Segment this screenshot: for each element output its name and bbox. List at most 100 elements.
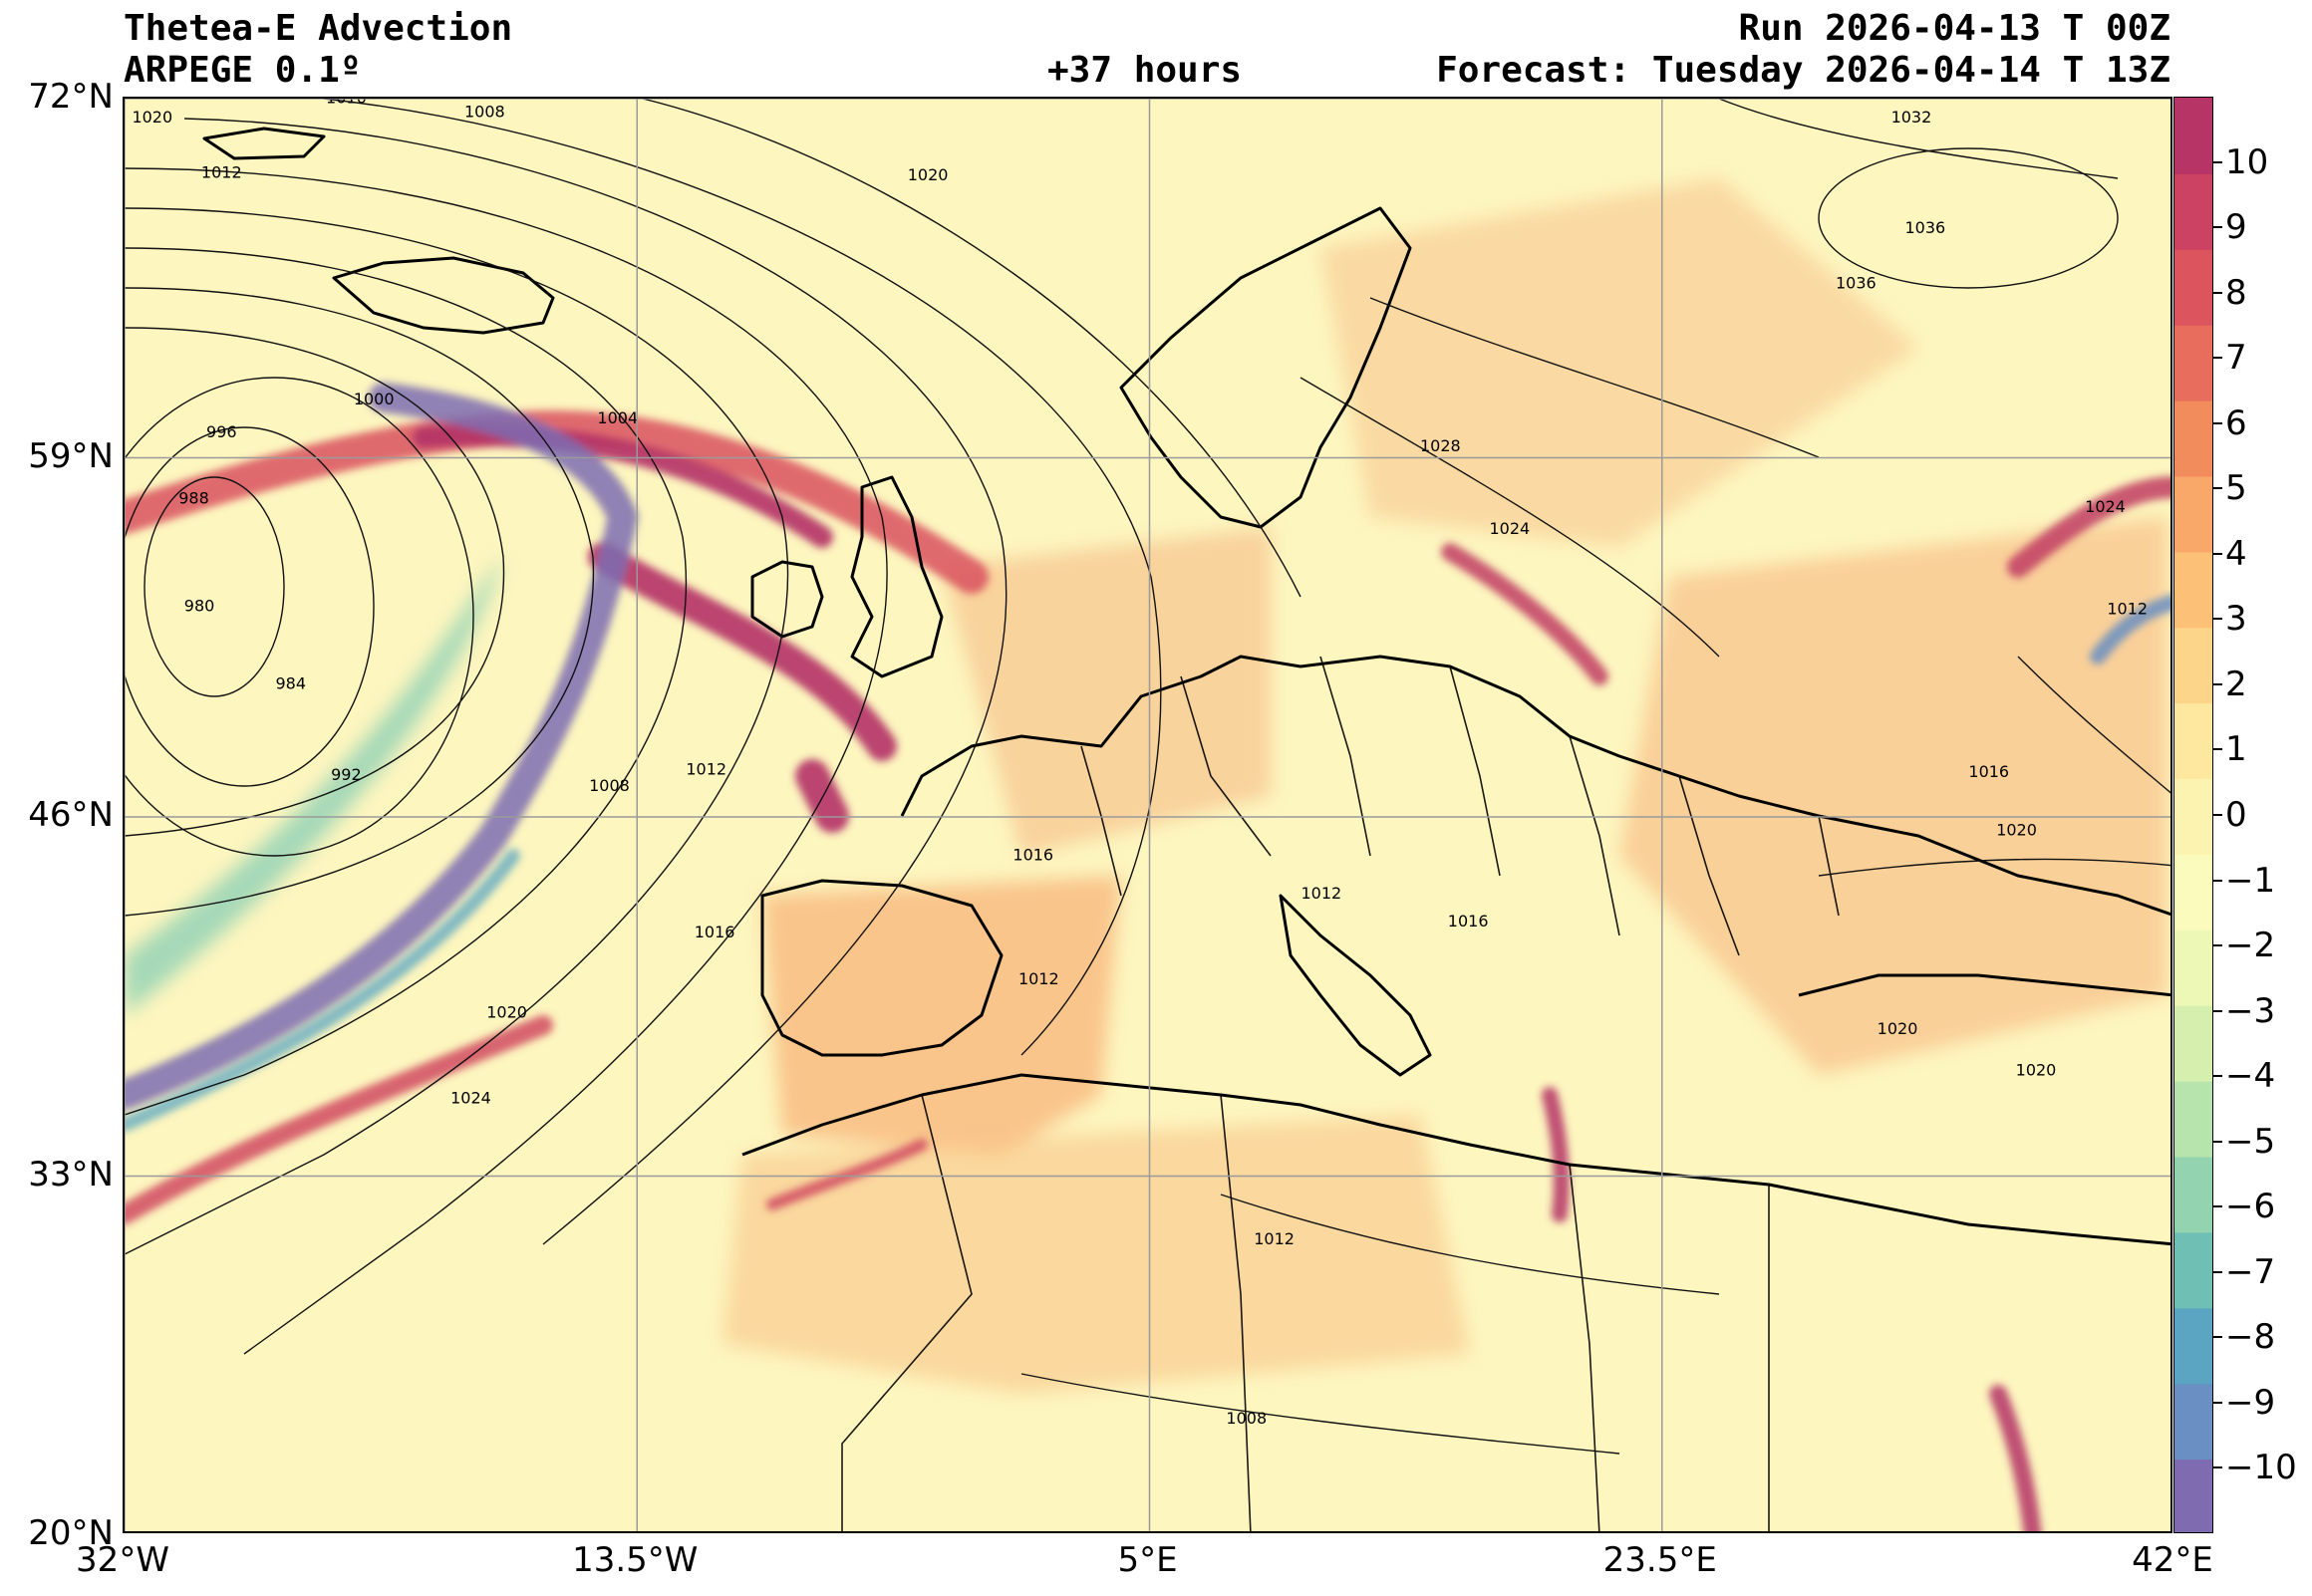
cold-jet-edge bbox=[125, 849, 520, 1132]
isobar-1020-east bbox=[1818, 858, 2170, 877]
isobar-label: 1016 bbox=[695, 923, 735, 941]
colorbar-tick bbox=[2213, 618, 2222, 621]
warm-band-france bbox=[942, 527, 1271, 856]
lon-tick-label: 13.5°W bbox=[572, 1540, 699, 1580]
warm-jet-core bbox=[413, 424, 833, 548]
isobar-1000 bbox=[125, 247, 688, 1116]
colorbar-tick bbox=[2213, 1466, 2222, 1469]
isobar-label: 1012 bbox=[1018, 969, 1059, 988]
lat-tick-label: 59°N bbox=[28, 435, 114, 476]
isobar-1008 bbox=[125, 167, 888, 1355]
lead-time: +37 hours bbox=[1047, 50, 1243, 91]
warm-band-iberia bbox=[762, 876, 1121, 1155]
colorbar-segment bbox=[2174, 1459, 2212, 1532]
colorbar-tick-label: 2 bbox=[2225, 664, 2247, 704]
isobar-980 bbox=[144, 476, 285, 697]
run-time: Run 2026-04-13 T 00Z bbox=[1738, 8, 2170, 49]
colorbar-tick bbox=[2213, 291, 2222, 294]
isobar-label: 1020 bbox=[1878, 1019, 1918, 1038]
graticule bbox=[125, 99, 2170, 1531]
isobar-label: 1020 bbox=[908, 165, 949, 184]
map-panel[interactable]: 1020 1016 1008 1012 1020 1032 1036 1036 1000 996 1… bbox=[123, 97, 2172, 1533]
isobar-label: 1024 bbox=[450, 1088, 491, 1107]
colorbar-tick bbox=[2213, 1401, 2222, 1404]
cold-streak-caspian bbox=[2090, 594, 2170, 665]
colorbar-segment bbox=[2174, 248, 2212, 326]
isobar-label: 996 bbox=[206, 422, 237, 441]
coast-scandinavia bbox=[1119, 206, 1412, 529]
isobar-label: 984 bbox=[276, 673, 307, 692]
isobar-label: 992 bbox=[331, 765, 362, 784]
isobar-1024 bbox=[1300, 377, 1720, 658]
colorbar-tick-label: 6 bbox=[2225, 402, 2247, 443]
colorbar-tick-label: 3 bbox=[2225, 599, 2247, 640]
isobar-label: 1004 bbox=[597, 408, 638, 427]
colorbar-segment bbox=[2174, 1156, 2212, 1233]
isobar-988 bbox=[125, 377, 474, 857]
colorbar-tick bbox=[2213, 552, 2222, 555]
isobar-label: 1008 bbox=[589, 776, 630, 795]
isobar-label: 1020 bbox=[132, 108, 172, 127]
colorbar-tick bbox=[2213, 814, 2222, 816]
colorbar-tick bbox=[2213, 944, 2222, 947]
lon-tick-label: 5°E bbox=[1117, 1540, 1178, 1580]
isobar-label: 1012 bbox=[201, 162, 242, 181]
colorbar-tick-label: −7 bbox=[2225, 1251, 2276, 1292]
isobar-1028 bbox=[1369, 297, 1820, 458]
colorbar-segment bbox=[2174, 475, 2212, 553]
colorbar-scale bbox=[2174, 98, 2212, 1532]
colorbar-segment bbox=[2174, 324, 2212, 401]
isobar-1008-africa bbox=[1020, 1373, 1620, 1455]
cool-band-atlantic bbox=[125, 557, 503, 1015]
lat-tick-label: 20°N bbox=[28, 1513, 114, 1553]
colorbar-tick bbox=[2213, 1140, 2222, 1143]
colorbar-segment bbox=[2174, 778, 2212, 855]
isobar-996 bbox=[125, 287, 595, 917]
coast-iceland bbox=[332, 256, 555, 335]
colorbar-tick bbox=[2213, 1336, 2222, 1339]
isobar-label: 1036 bbox=[1904, 218, 1945, 237]
colorbar-tick-label: 8 bbox=[2225, 272, 2247, 313]
colorbar-segment bbox=[2174, 172, 2212, 250]
colorbar-tick-label: −6 bbox=[2225, 1187, 2276, 1227]
colorbar-tick bbox=[2213, 682, 2222, 685]
colorbar-tick-label: −5 bbox=[2225, 1121, 2276, 1162]
isobar-label: 988 bbox=[178, 489, 209, 508]
colorbar-tick-label: −2 bbox=[2225, 926, 2276, 966]
borders bbox=[841, 656, 1840, 1531]
isobar-label: 1016 bbox=[1448, 912, 1489, 931]
colorbar-tick bbox=[2213, 748, 2222, 751]
warm-front-biscay bbox=[588, 542, 897, 761]
isobar-label: 1008 bbox=[464, 102, 505, 121]
coastlines bbox=[202, 127, 2170, 1246]
colorbar-segment bbox=[2174, 1231, 2212, 1309]
colorbar-tick-label: 10 bbox=[2225, 141, 2269, 182]
warm-band-east bbox=[1619, 517, 2168, 1075]
model-name: ARPEGE 0.1º bbox=[124, 50, 362, 91]
isobar-labels: 1020 1016 1008 1012 1020 1032 1036 1036 1000 996 1… bbox=[132, 99, 2148, 1428]
colorbar-tick bbox=[2213, 879, 2222, 882]
isobar-label: 980 bbox=[184, 597, 215, 616]
isobar-label: 1028 bbox=[1420, 436, 1461, 455]
colorbar bbox=[2173, 97, 2213, 1533]
warm-band-sahara bbox=[722, 1115, 1470, 1394]
cold-jet bbox=[125, 383, 639, 1110]
lon-tick-label: 32°W bbox=[76, 1540, 169, 1580]
advection-field bbox=[125, 178, 2168, 1394]
isobar-label: 1012 bbox=[1300, 884, 1341, 903]
lat-tick-label: 33°N bbox=[28, 1154, 114, 1195]
colorbar-tick-label: 9 bbox=[2225, 207, 2247, 248]
isobar-label: 1032 bbox=[1891, 108, 1932, 127]
colorbar-tick bbox=[2213, 421, 2222, 424]
isobar-label: 1024 bbox=[1490, 519, 1531, 538]
isobar-label: 1016 bbox=[326, 99, 367, 108]
colorbar-segment bbox=[2174, 1004, 2212, 1082]
warm-band-scandinavia bbox=[1320, 178, 1918, 547]
isobar-label: 1036 bbox=[1836, 273, 1877, 292]
isobar-label: 1020 bbox=[1996, 820, 2037, 839]
warm-streak-tunisia bbox=[1542, 1087, 1570, 1222]
colorbar-tick bbox=[2213, 357, 2222, 360]
warm-spot-biscay bbox=[795, 759, 849, 833]
isobar-label: 1012 bbox=[686, 759, 726, 778]
warm-streak-ukraine bbox=[2007, 476, 2170, 578]
